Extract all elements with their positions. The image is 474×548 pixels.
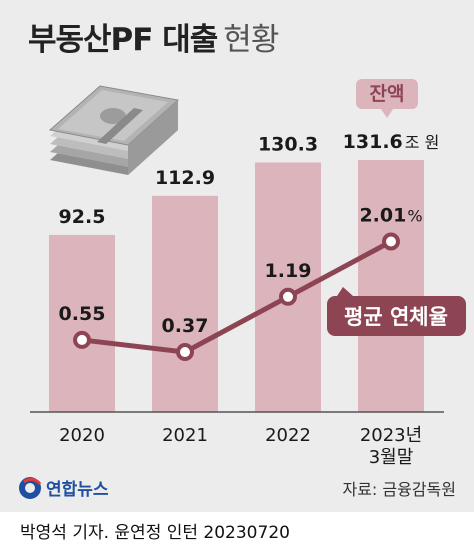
chart: 92.5 112.9 130.3 131.6 조 원 2020 2021 2022 2023년…: [19, 79, 466, 500]
bar-2022: [255, 162, 321, 412]
rate-line: [81, 239, 393, 355]
rate-badge-label: 평균 연체율: [344, 305, 448, 329]
rate-unit: %: [407, 207, 422, 226]
source-note: 자료: 금융감독원: [342, 480, 456, 499]
x-tick-label: 2020: [59, 425, 105, 446]
agency-name: 연합뉴스: [46, 479, 109, 500]
balance-badge-label: 잔액: [370, 83, 405, 105]
yonhap-logo-icon: [19, 477, 42, 499]
footer: 박영석 기자. 윤연정 인턴 20230720: [0, 512, 474, 548]
rate-value-label: 1.19: [265, 260, 312, 282]
bar-2023년: [358, 160, 424, 412]
rate-marker: [176, 343, 194, 362]
rate-value-label: 2.01%: [359, 205, 422, 227]
x-tick-label: 2023년 3월말: [360, 425, 422, 468]
credit-line: 박영석 기자. 윤연정 인턴 20230720: [20, 523, 290, 543]
rate-value-label: 0.37: [162, 315, 209, 337]
rate-marker: [279, 287, 297, 306]
bar-value-label: 112.9: [155, 167, 215, 189]
rate-marker: [382, 232, 400, 251]
bar-value-label: 92.5: [59, 206, 106, 228]
x-tick-label: 2022: [265, 425, 311, 446]
rate-value-label: 0.55: [59, 303, 106, 325]
rate-marker: [73, 330, 91, 349]
balance-unit: 조 원: [405, 133, 440, 152]
bar-value-label: 130.3: [258, 133, 318, 155]
title-sub: 현황: [223, 22, 279, 58]
balance-badge: 잔액: [356, 79, 418, 118]
chart-panel: 92.5 112.9 130.3 131.6 조 원 2020 2021 2022 2023년…: [0, 0, 474, 512]
bar-2020: [49, 234, 115, 412]
x-tick-label: 2021: [162, 425, 208, 446]
page-title: 부동산PF 대출 현황: [28, 14, 279, 59]
bar-value-label: 131.6 조 원: [343, 131, 440, 153]
bar-2021: [152, 195, 218, 412]
title-main: 부동산PF 대출: [28, 22, 218, 58]
rate-badge: 평균 연체율: [327, 287, 466, 336]
money-stack-icon: [48, 85, 180, 175]
